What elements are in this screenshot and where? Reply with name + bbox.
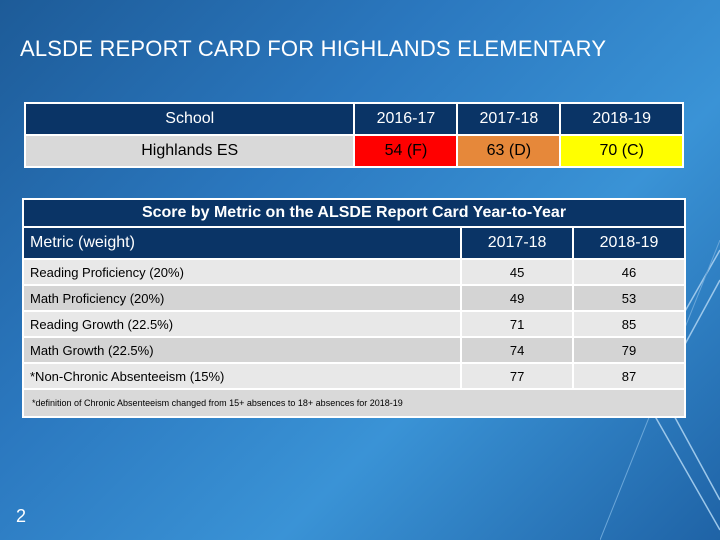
footnote: *definition of Chronic Absenteeism chang… (22, 388, 686, 418)
metric-table-caption: Score by Metric on the ALSDE Report Card… (22, 198, 686, 228)
header-school: School (23, 102, 356, 136)
header-2018-19: 2018-19 (572, 226, 686, 260)
header-2017-18: 2017-18 (460, 226, 575, 260)
value-2018-19: 53 (572, 284, 686, 312)
value-2018-19: 46 (572, 258, 686, 286)
metric-table-header-row: Metric (weight) 2017-18 2018-19 (21, 226, 686, 260)
table-row: Math Proficiency (20%) 49 53 (21, 284, 686, 312)
school-table-row: Highlands ES 54 (F) 63 (D) 70 (C) (23, 134, 684, 168)
score-2018-19: 70 (C) (559, 134, 684, 168)
value-2017-18: 45 (460, 258, 575, 286)
metric-name: Reading Proficiency (20%) (21, 258, 463, 286)
score-2017-18: 63 (D) (456, 134, 562, 168)
page-number: 2 (16, 506, 27, 526)
header-metric: Metric (weight) (21, 226, 463, 260)
school-name: Highlands ES (23, 134, 356, 168)
score-2016-17: 54 (F) (353, 134, 459, 168)
header-2017-18: 2017-18 (456, 102, 562, 136)
metric-name: *Non-Chronic Absenteeism (15%) (21, 362, 463, 390)
table-row: Reading Growth (22.5%) 71 85 (21, 310, 686, 338)
metric-table: Score by Metric on the ALSDE Report Card… (21, 198, 686, 418)
value-2017-18: 74 (460, 336, 575, 364)
header-2016-17: 2016-17 (353, 102, 459, 136)
value-2017-18: 77 (460, 362, 575, 390)
value-2018-19: 79 (572, 336, 686, 364)
table-row: Reading Proficiency (20%) 45 46 (21, 258, 686, 286)
table-row: *Non-Chronic Absenteeism (15%) 77 87 (21, 362, 686, 390)
table-row: Math Growth (22.5%) 74 79 (21, 336, 686, 364)
header-2018-19: 2018-19 (559, 102, 684, 136)
metric-name: Math Proficiency (20%) (21, 284, 463, 312)
school-score-table: School 2016-17 2017-18 2018-19 Highlands… (23, 102, 684, 168)
value-2018-19: 87 (572, 362, 686, 390)
slide-title: ALSDE REPORT CARD FOR HIGHLANDS ELEMENTA… (20, 36, 607, 61)
metric-name: Reading Growth (22.5%) (21, 310, 463, 338)
value-2018-19: 85 (572, 310, 686, 338)
value-2017-18: 49 (460, 284, 575, 312)
value-2017-18: 71 (460, 310, 575, 338)
school-table-header-row: School 2016-17 2017-18 2018-19 (23, 102, 684, 136)
metric-name: Math Growth (22.5%) (21, 336, 463, 364)
footnote-row: *definition of Chronic Absenteeism chang… (22, 388, 686, 418)
metric-table-caption-row: Score by Metric on the ALSDE Report Card… (22, 198, 686, 228)
